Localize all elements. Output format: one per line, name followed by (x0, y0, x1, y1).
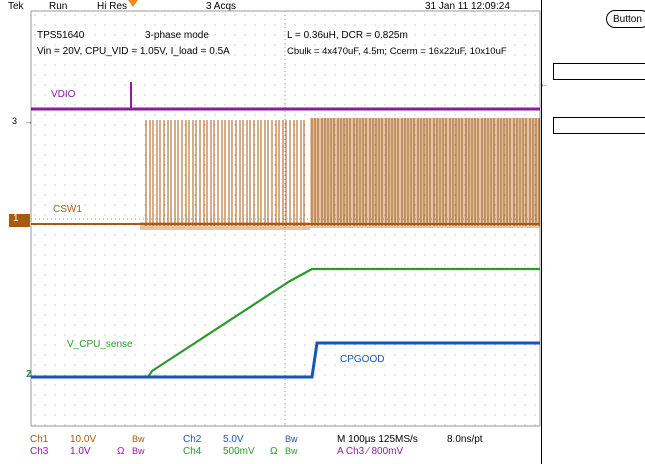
run-state: Run (49, 1, 68, 12)
ch4-impedance: Ω (270, 446, 278, 457)
vdio-trace (31, 82, 540, 111)
brand-label: Tek (8, 1, 24, 12)
ch1-marker-label: 1 (13, 213, 19, 224)
ch2-name[interactable]: Ch2 (183, 434, 202, 445)
device-label: TPS51640 (37, 30, 85, 41)
caps-label: Cbulk = 4x470uF, 4.5m; Ccerm = 16x22uF, … (287, 46, 507, 57)
acquisition-count: 3 Acqs (206, 1, 237, 12)
csw1-trace (31, 118, 540, 230)
ch3-marker-arrow-icon: → (24, 116, 33, 126)
datetime-label: 31 Jan 11 12:09:24 (425, 1, 510, 12)
timebase-setting[interactable]: M 100µs 125MS/s (337, 434, 418, 445)
ch3-scale[interactable]: 1.0V (70, 446, 91, 457)
ch1-bandwidth: Bw (132, 434, 145, 444)
ch4-bandwidth: Bw (285, 446, 298, 456)
csw1-label: CSW1 (53, 204, 82, 215)
ch2-scale[interactable]: 5.0V (223, 434, 244, 445)
ch3-impedance: Ω (117, 446, 125, 457)
ch4-name[interactable]: Ch4 (183, 446, 202, 457)
ch1-name[interactable]: Ch1 (30, 434, 49, 445)
trigger-level-icon[interactable]: ← (539, 79, 549, 90)
acquisition-mode: Hi Res (97, 1, 128, 12)
side-menu-divider (541, 0, 542, 464)
ch4-ground-marker[interactable]: 4 (27, 369, 33, 380)
ch1-ground-marker[interactable] (9, 214, 30, 227)
vdio-label: VDIO (51, 89, 76, 100)
side-menu-button[interactable]: Button (606, 10, 645, 28)
conditions-label: Vin = 20V, CPU_VID = 1.05V, I_load = 0.5… (37, 46, 230, 57)
inductor-label: L = 0.36uH, DCR = 0.825m (287, 30, 408, 41)
ch3-ground-marker[interactable]: 3 (12, 116, 18, 126)
side-menu-box-2[interactable] (553, 117, 645, 134)
resolution-readout: 8.0ns/pt (447, 434, 483, 445)
ch4-scale[interactable]: 500mV (223, 446, 255, 457)
ch2-ground-marker[interactable]: 2 (26, 369, 32, 380)
ch3-bandwidth: Bw (132, 446, 145, 456)
cpgood-label: CPGOOD (340, 354, 385, 365)
mode-label: 3-phase mode (145, 30, 209, 41)
side-menu-box-1[interactable] (553, 63, 645, 80)
ch1-scale[interactable]: 10.0V (70, 434, 97, 445)
ch2-bandwidth: Bw (285, 434, 298, 444)
cpgood-trace (31, 341, 540, 379)
trigger-position-icon (128, 0, 138, 7)
ch3-name[interactable]: Ch3 (30, 446, 49, 457)
trigger-setting[interactable]: A Ch3 ⁄ 800mV (337, 446, 404, 457)
vcpu-sense-label: V_CPU_sense (67, 339, 133, 350)
